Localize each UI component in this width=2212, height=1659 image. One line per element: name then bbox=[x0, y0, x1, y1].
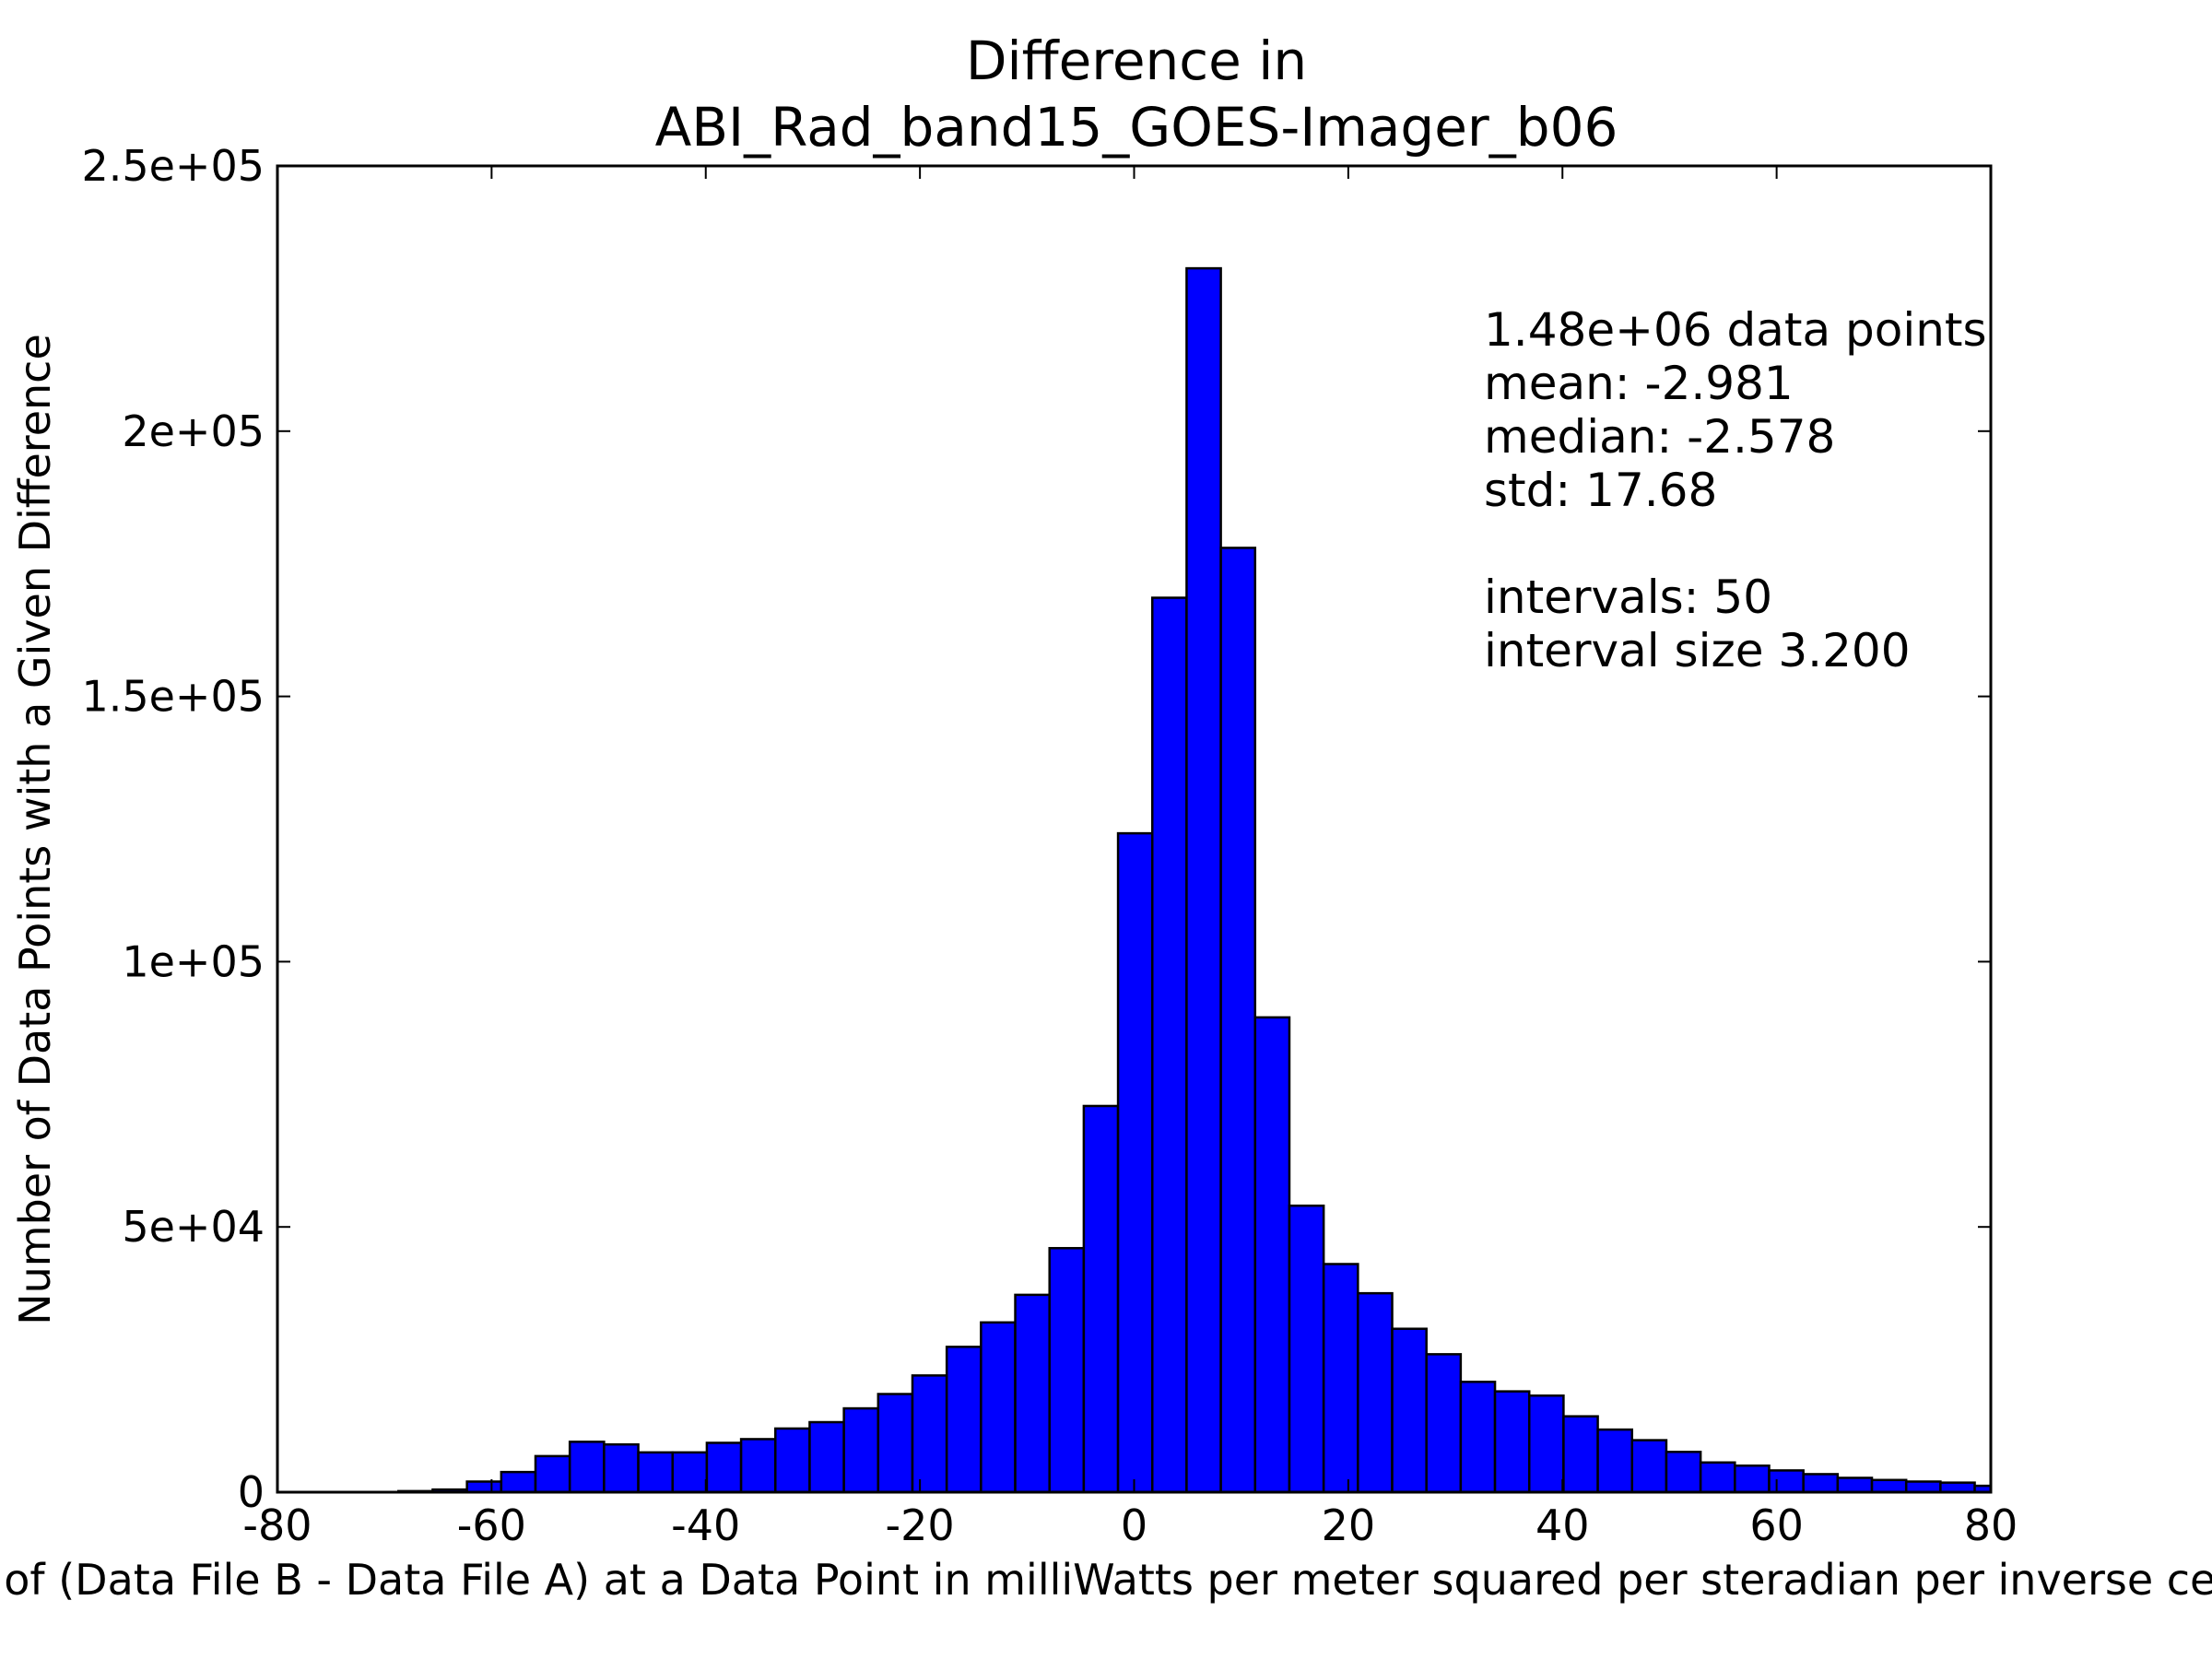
histogram-bar bbox=[1527, 1394, 1565, 1494]
y-tick-label: 2e+05 bbox=[122, 406, 265, 456]
x-axis-label: Value of (Data File B - Data File A) at … bbox=[0, 1555, 2212, 1605]
histogram-bar bbox=[1630, 1439, 1668, 1494]
histogram-bar bbox=[808, 1420, 845, 1494]
x-tick-label: 60 bbox=[1749, 1500, 1804, 1550]
histogram-bar bbox=[1562, 1415, 1599, 1494]
histogram-bar bbox=[980, 1321, 1017, 1494]
histogram-bar bbox=[1665, 1451, 1702, 1494]
histogram-bar bbox=[842, 1406, 880, 1494]
chart-title-line-1: Difference in bbox=[966, 29, 1307, 92]
histogram-bar bbox=[1699, 1461, 1736, 1494]
histogram-bar bbox=[1459, 1381, 1497, 1494]
x-tick-label: 20 bbox=[1322, 1500, 1376, 1550]
histogram-bar bbox=[877, 1393, 914, 1494]
x-tick-label: 0 bbox=[1121, 1500, 1147, 1550]
histogram-bar bbox=[500, 1470, 537, 1494]
x-tick-label: 80 bbox=[1964, 1500, 2018, 1550]
histogram-bar bbox=[1151, 596, 1188, 1494]
histogram-bar bbox=[1493, 1390, 1531, 1494]
histogram-bar bbox=[1939, 1481, 1976, 1494]
histogram-bar bbox=[1322, 1263, 1359, 1494]
stats-line: mean: -2.981 bbox=[1484, 357, 1794, 410]
y-tick-label: 1.5e+05 bbox=[81, 672, 265, 722]
histogram-bar bbox=[1904, 1480, 1942, 1494]
histogram-bar bbox=[739, 1438, 777, 1494]
ticks-layer bbox=[276, 165, 1992, 1493]
x-tick-label: -60 bbox=[457, 1500, 526, 1550]
y-tick-label: 5e+04 bbox=[122, 1202, 265, 1252]
histogram-bar bbox=[1391, 1327, 1428, 1494]
histogram-bar bbox=[1288, 1204, 1325, 1494]
histogram-bar bbox=[568, 1441, 606, 1494]
chart-title-line-2: ABI_Rad_band15_GOES-Imager_b06 bbox=[655, 96, 1618, 159]
histogram-bar bbox=[1219, 547, 1257, 1494]
stats-line: median: -2.578 bbox=[1484, 410, 1835, 464]
y-tick-label: 2.5e+05 bbox=[81, 141, 265, 191]
y-tick-label: 1e+05 bbox=[122, 936, 265, 986]
histogram-bar bbox=[774, 1427, 811, 1494]
x-tick-label: -20 bbox=[886, 1500, 955, 1550]
histogram-bar bbox=[1596, 1428, 1634, 1494]
labels-layer: -80 -60 -40 -20 0 20 40 60 80 0 5e+04 1e+05 1.5e+05 2… bbox=[81, 141, 2018, 1550]
histogram-bar bbox=[1357, 1291, 1394, 1494]
histogram-bar bbox=[705, 1441, 743, 1494]
histogram-bar bbox=[1836, 1477, 1874, 1494]
histogram-bar bbox=[1082, 1104, 1120, 1494]
histogram-bar bbox=[534, 1454, 571, 1494]
histogram-bar bbox=[1116, 831, 1154, 1494]
histogram-bar bbox=[1870, 1478, 1908, 1494]
stats-line: 1.48e+06 data points bbox=[1484, 303, 1987, 357]
x-tick-label: -80 bbox=[242, 1500, 312, 1550]
x-tick-label: 40 bbox=[1535, 1500, 1590, 1550]
histogram-bar bbox=[911, 1374, 948, 1494]
histogram-bar bbox=[1802, 1473, 1840, 1494]
y-tick-label: 0 bbox=[238, 1467, 265, 1517]
stats-line: std: 17.68 bbox=[1484, 464, 1717, 517]
histogram-bar bbox=[637, 1451, 674, 1494]
y-axis-label: Number of Data Points with a Given Diffe… bbox=[10, 334, 60, 1325]
histogram-bar bbox=[671, 1451, 709, 1494]
stats-line: interval size 3.200 bbox=[1484, 624, 1911, 677]
histogram-bar bbox=[1014, 1293, 1051, 1494]
histogram-bar bbox=[1048, 1246, 1086, 1494]
histogram-bar bbox=[1768, 1469, 1805, 1494]
histogram-bar bbox=[1734, 1464, 1771, 1494]
histogram-bar bbox=[603, 1442, 640, 1494]
histogram-bar bbox=[1253, 1016, 1291, 1494]
histogram-bar bbox=[465, 1480, 503, 1494]
histogram-bar bbox=[945, 1346, 982, 1494]
x-tick-label: -40 bbox=[671, 1500, 740, 1550]
histogram-bar bbox=[1185, 266, 1222, 1494]
stats-line: intervals: 50 bbox=[1484, 571, 1772, 624]
histogram-bar bbox=[1425, 1353, 1463, 1494]
